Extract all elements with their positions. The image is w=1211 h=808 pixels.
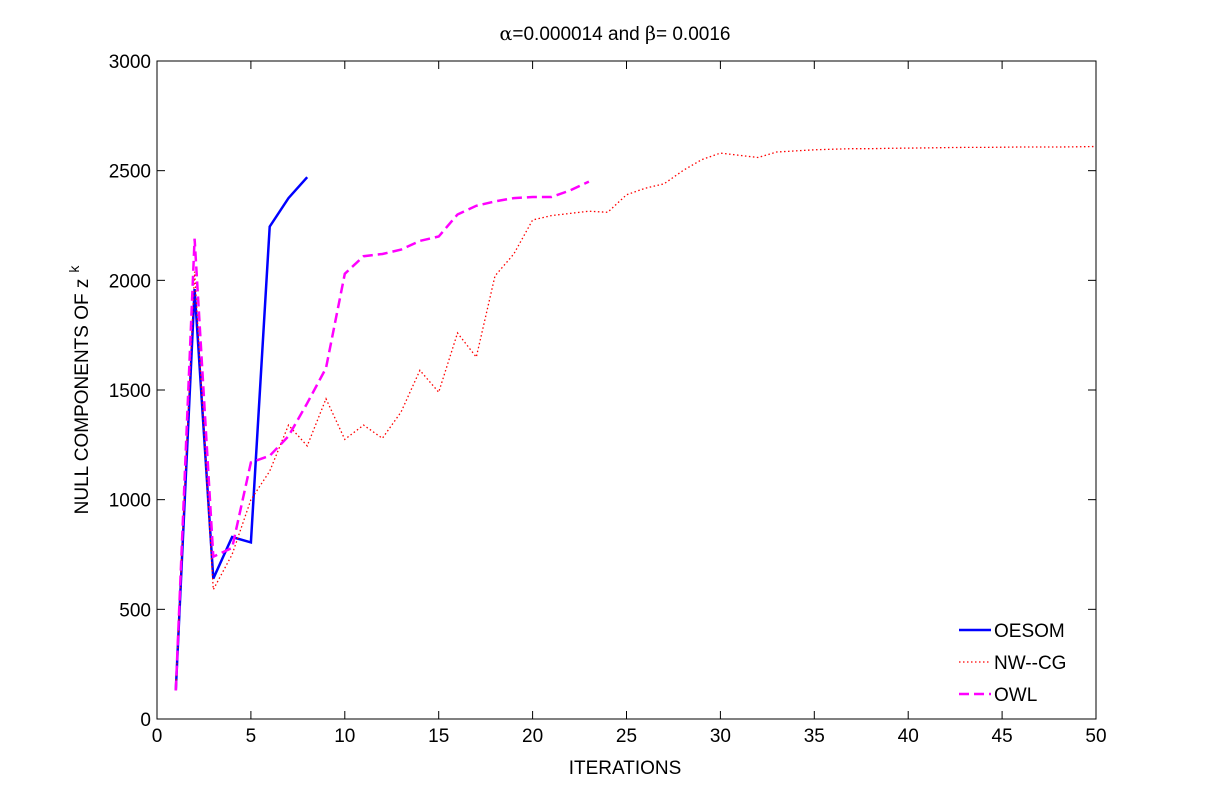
y-tick-label: 0 (140, 710, 151, 731)
series-line-oesom (174, 176, 309, 691)
y-axis-label-superscript: k (66, 265, 82, 273)
title-beta-value: = 0.0016 (656, 24, 731, 45)
y-axis-label: NULL COMPONENTS OF z k (66, 265, 93, 515)
x-tick-label: 10 (334, 726, 355, 747)
legend-label-owl: OWL (994, 685, 1037, 706)
series-line-nw-cg (175, 145, 1097, 689)
y-tick-label: 2500 (109, 162, 151, 183)
x-tick-label: 0 (152, 726, 163, 747)
x-tick-label: 35 (804, 726, 825, 747)
x-tick-label: 40 (898, 726, 919, 747)
y-tick-label: 500 (119, 600, 151, 621)
x-tick-label: 20 (522, 726, 543, 747)
title-alpha-value: =0.000014 and (512, 24, 645, 45)
y-tick-label: 3000 (109, 52, 151, 73)
x-tick-label: 30 (710, 726, 731, 747)
series-line-owl (174, 180, 590, 691)
y-tick-label: 1500 (109, 381, 151, 402)
x-tick-label: 5 (246, 726, 257, 747)
legend-label-oesom: OESOM (994, 621, 1065, 642)
x-tick-label: 50 (1085, 726, 1106, 747)
title-alpha-symbol: α (500, 23, 513, 45)
y-tick-label: 1000 (109, 491, 151, 512)
legend-label-nw-cg: NW--CG (994, 653, 1066, 674)
x-axis-label: ITERATIONS (569, 758, 682, 779)
y-tick-label: 2000 (109, 271, 151, 292)
y-axis-label-main: NULL COMPONENTS OF z (72, 279, 93, 515)
chart-title: α=0.000014 and β= 0.0016 (500, 23, 731, 45)
x-tick-label: 15 (428, 726, 449, 747)
plot-area: 0 5 10 15 20 25 30 35 40 45 5005001000150020002500… (109, 52, 1107, 747)
title-beta-symbol: β (645, 23, 656, 45)
x-tick-label: 45 (992, 726, 1013, 747)
x-tick-label: 25 (616, 726, 637, 747)
